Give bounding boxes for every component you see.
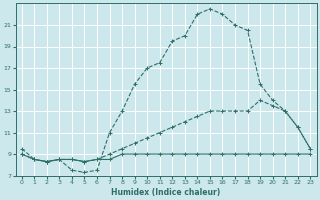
X-axis label: Humidex (Indice chaleur): Humidex (Indice chaleur)	[111, 188, 221, 197]
